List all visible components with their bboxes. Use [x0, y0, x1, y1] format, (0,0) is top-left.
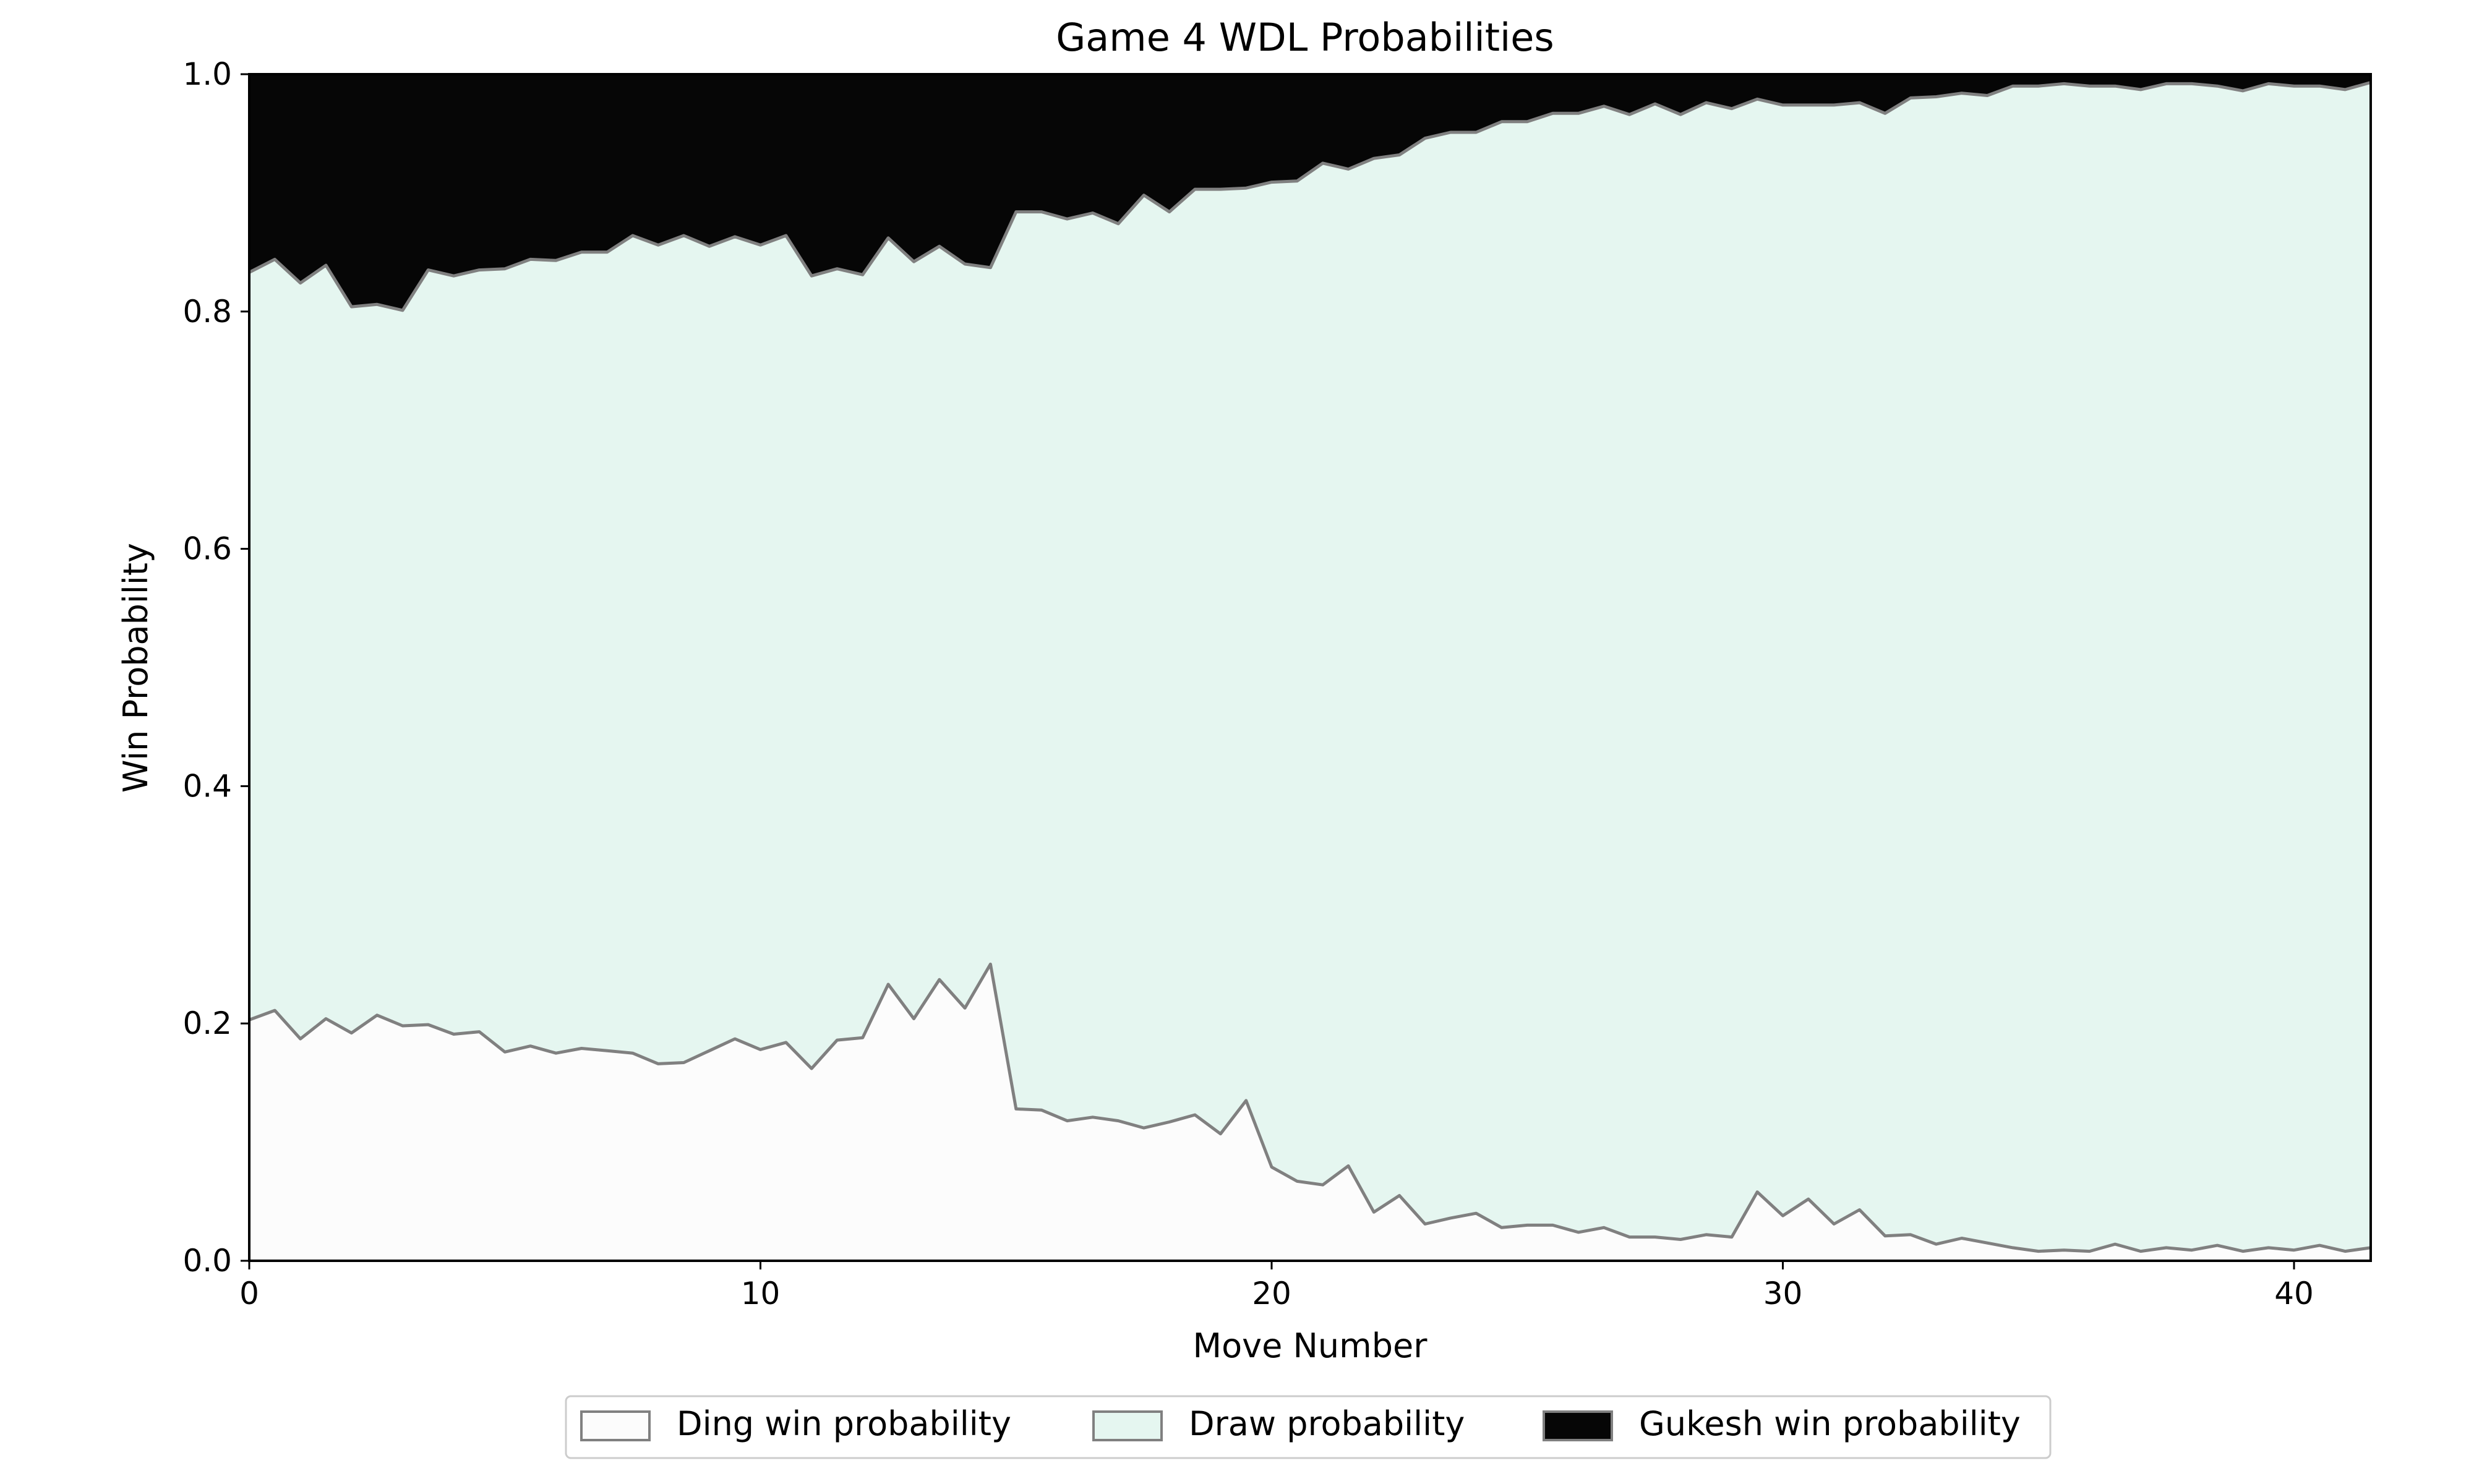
y-tick-label: 0.8: [182, 294, 232, 330]
area-ding: [249, 964, 2371, 1261]
plot-frame: [248, 73, 2372, 1262]
legend-swatch-draw: [1092, 1410, 1163, 1441]
y-tick-label: 1.0: [182, 56, 232, 92]
y-axis-label: Win Probability: [116, 543, 155, 793]
y-tick-label: 0.0: [182, 1243, 232, 1279]
legend-label-draw: Draw probability: [1189, 1404, 1465, 1443]
legend-label-gukesh: Gukesh win probability: [1639, 1404, 2021, 1443]
legend: Ding win probability Draw probability Gu…: [565, 1395, 2052, 1459]
y-tick-label: 0.4: [182, 768, 232, 804]
x-tick-label: 10: [741, 1276, 781, 1311]
legend-swatch-ding: [580, 1410, 651, 1441]
plot-areas: [248, 74, 2371, 1261]
x-axis-label: Move Number: [1193, 1326, 1428, 1365]
x-tick-label: 30: [1763, 1276, 1803, 1311]
y-axis-ticks: 0.0 0.2 0.4 0.6 0.8 1.0: [182, 56, 249, 1279]
legend-label-ding: Ding win probability: [677, 1404, 1011, 1443]
x-tick-label: 20: [1252, 1276, 1291, 1311]
boundary-line-draw: [248, 80, 2371, 312]
chart-title: Game 4 WDL Probabilities: [1056, 15, 1554, 60]
area-draw: [249, 82, 2371, 1252]
x-tick-label: 40: [2274, 1276, 2314, 1311]
boundary-line-ding: [249, 962, 2371, 1253]
legend-swatch-gukesh: [1543, 1410, 1613, 1441]
x-axis-ticks: 0 10 20 30 40: [239, 1261, 2314, 1311]
y-tick-label: 0.2: [182, 1005, 232, 1041]
y-tick-label: 0.6: [182, 531, 232, 567]
legend-frame: [565, 1395, 2052, 1459]
x-tick-label: 0: [239, 1276, 259, 1311]
area-gukesh: [249, 74, 2371, 310]
